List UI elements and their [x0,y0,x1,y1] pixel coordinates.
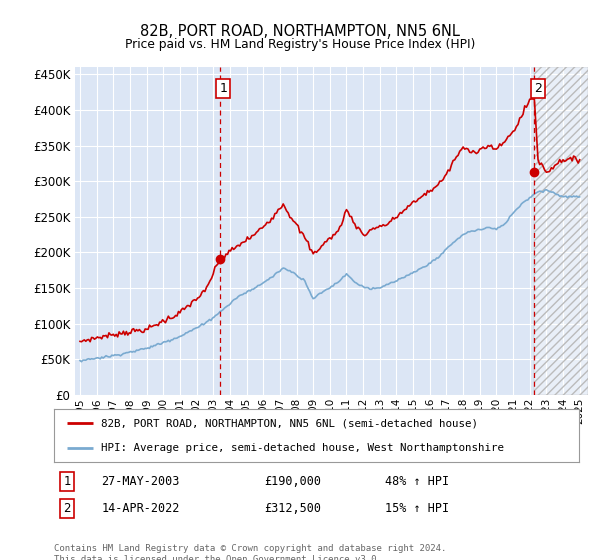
Bar [535,67,588,395]
Text: 14-APR-2022: 14-APR-2022 [101,502,179,515]
Text: 2: 2 [64,502,71,515]
Text: 1: 1 [64,475,71,488]
Text: £312,500: £312,500 [264,502,321,515]
Text: Contains HM Land Registry data © Crown copyright and database right 2024.
This d: Contains HM Land Registry data © Crown c… [54,544,446,560]
Text: 82B, PORT ROAD, NORTHAMPTON, NN5 6NL: 82B, PORT ROAD, NORTHAMPTON, NN5 6NL [140,24,460,39]
Text: Price paid vs. HM Land Registry's House Price Index (HPI): Price paid vs. HM Land Registry's House … [125,38,475,51]
Text: 1: 1 [219,82,227,95]
Text: £190,000: £190,000 [264,475,321,488]
Text: 2: 2 [534,82,542,95]
Text: HPI: Average price, semi-detached house, West Northamptonshire: HPI: Average price, semi-detached house,… [101,442,504,452]
Text: 15% ↑ HPI: 15% ↑ HPI [385,502,449,515]
Text: 27-MAY-2003: 27-MAY-2003 [101,475,179,488]
Bar [535,67,588,395]
Text: 48% ↑ HPI: 48% ↑ HPI [385,475,449,488]
Text: 82B, PORT ROAD, NORTHAMPTON, NN5 6NL (semi-detached house): 82B, PORT ROAD, NORTHAMPTON, NN5 6NL (se… [101,418,478,428]
